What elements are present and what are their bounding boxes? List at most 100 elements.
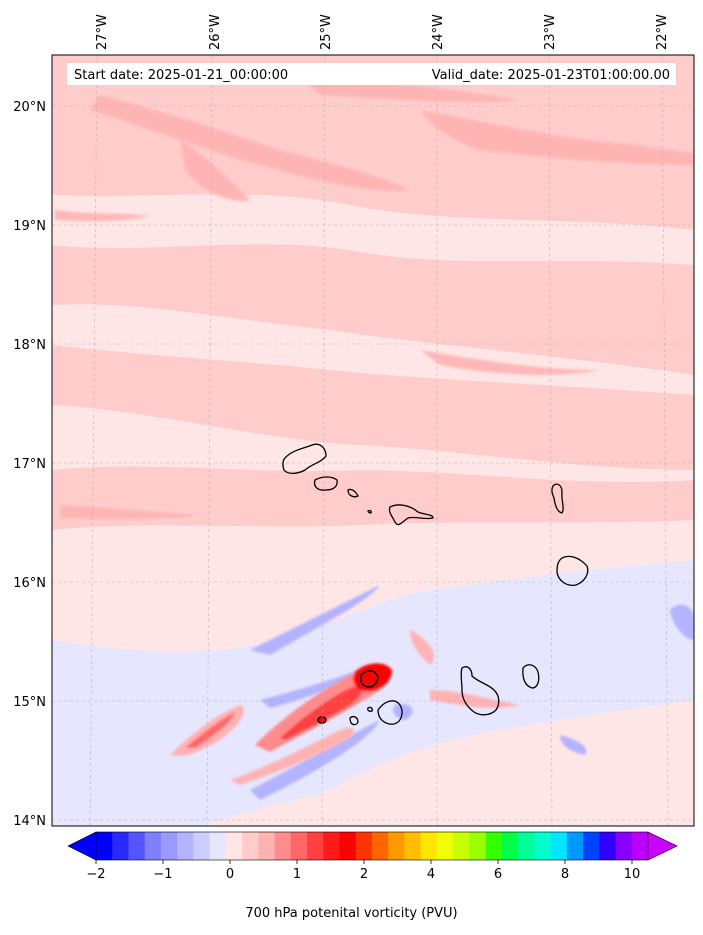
colorbar-swatch — [453, 832, 470, 860]
colorbar-swatch — [225, 832, 243, 860]
colorbar-swatch — [290, 832, 308, 860]
pv-maximum — [280, 686, 362, 740]
colorbar-swatch — [420, 832, 438, 860]
pv-streak — [90, 95, 410, 191]
colorbar-swatch — [631, 832, 649, 860]
colorbar-swatch — [96, 832, 113, 860]
colorbar-swatch — [534, 832, 552, 860]
colorbar-swatch — [258, 832, 276, 860]
island-sal — [551, 483, 564, 514]
start-date-label: Start date: 2025-01-21_00:00:00 — [74, 68, 288, 83]
colorbar-swatch — [128, 832, 146, 860]
pv-negative-streak — [560, 735, 587, 755]
plot-frame — [51, 54, 695, 827]
pv-streak — [55, 210, 150, 222]
pv-negative-streak — [250, 720, 380, 800]
lon-label: 26°W — [208, 14, 223, 50]
pv-streak — [420, 350, 600, 375]
island-sao-nicolau — [388, 504, 434, 526]
lat-label: 14°N — [13, 814, 46, 829]
colorbar-swatch — [599, 832, 617, 860]
pv-streak — [60, 505, 200, 520]
colorbar-swatch — [160, 832, 178, 860]
island-sao-vicente — [313, 476, 338, 491]
colorbar-swatch — [566, 832, 584, 860]
colorbar-swatch — [242, 832, 259, 860]
lon-label: 27°W — [95, 14, 110, 50]
island-santo-antao — [282, 443, 327, 475]
colorbar-ticks: −2 −1 0 1 2 4 6 8 10 — [86, 860, 640, 882]
island-maio — [522, 664, 540, 689]
pv-maximum — [430, 690, 520, 708]
lat-label: 15°N — [13, 695, 46, 710]
colorbar-swatch — [583, 832, 600, 860]
latitude-labels: 20°N 19°N 18°N 17°N 16°N 15°N 14°N — [13, 100, 46, 829]
longitude-labels: 27°W 26°W 25°W 24°W 23°W 22°W — [95, 14, 670, 50]
annotation-box — [67, 63, 676, 85]
pv-negative-streak — [250, 585, 380, 655]
pv-maximum — [230, 727, 355, 785]
pv-contour-max — [360, 670, 379, 688]
colorbar-tick-label: −2 — [86, 867, 105, 882]
colorbar-tick-label: 2 — [360, 867, 368, 882]
colorbar-swatch — [469, 832, 487, 860]
colorbar-swatch — [550, 832, 568, 860]
colorbar-tick-label: 6 — [494, 867, 502, 882]
lat-label: 17°N — [13, 457, 46, 472]
colorbar-extend-high — [647, 831, 678, 861]
colorbar-tick-label: −1 — [153, 867, 172, 882]
colorbar-swatch — [323, 832, 341, 860]
lon-label: 23°W — [543, 14, 558, 50]
colorbar — [67, 831, 678, 861]
colorbar-swatch — [404, 832, 422, 860]
pv-negative-streak — [670, 604, 694, 640]
island-santa-luzia — [347, 488, 359, 498]
colorbar-swatch — [436, 832, 454, 860]
colorbar-swatch — [144, 832, 162, 860]
lat-label: 18°N — [13, 338, 46, 353]
colorbar-swatch — [209, 832, 227, 860]
colorbar-extend-low — [67, 831, 97, 861]
lon-label: 25°W — [319, 14, 334, 50]
colorbar-swatch — [388, 832, 405, 860]
coastlines — [282, 443, 589, 726]
lon-label: 22°W — [655, 14, 670, 50]
colorbar-swatch — [372, 832, 389, 860]
island-santiago — [460, 666, 500, 716]
island-raso — [367, 509, 372, 514]
pv-maximum — [410, 630, 434, 665]
graticule — [52, 55, 694, 826]
lat-label: 19°N — [13, 219, 46, 234]
island-fogo — [377, 700, 403, 725]
colorbar-swatch — [355, 832, 373, 860]
pv-contour-max — [317, 716, 327, 724]
colorbar-tick-label: 0 — [226, 867, 234, 882]
lat-label: 20°N — [13, 100, 46, 115]
pv-streak — [420, 110, 694, 165]
colorbar-swatch — [307, 832, 324, 860]
valid-date-label: Valid_date: 2025-01-23T01:00:00.00 — [432, 68, 670, 83]
colorbar-swatch — [501, 832, 519, 860]
pv-streak — [180, 140, 250, 201]
colorbar-swatch — [518, 832, 535, 860]
island-boa-vista — [556, 555, 589, 586]
colorbar-tick-label: 1 — [293, 867, 301, 882]
pv-negative-streak — [260, 670, 360, 708]
colorbar-title: 700 hPa potenital vorticity (PVU) — [245, 906, 458, 921]
lon-label: 24°W — [431, 14, 446, 50]
island-islet — [367, 706, 373, 712]
colorbar-tick-label: 4 — [427, 867, 435, 882]
colorbar-swatch — [274, 832, 292, 860]
pv-negative-streak — [393, 703, 413, 720]
pv-field: Start date: 2025-01-21_00:00:00 Valid_da… — [52, 55, 694, 826]
pv-light-band — [52, 194, 694, 265]
colorbar-swatch — [193, 832, 211, 860]
colorbar-frame — [95, 831, 649, 861]
lat-label: 16°N — [13, 576, 46, 591]
island-brava — [349, 715, 359, 726]
colorbar-swatch — [339, 832, 357, 860]
colorbar-swatch — [485, 832, 503, 860]
colorbar-swatch — [177, 832, 194, 860]
colorbar-swatch — [112, 832, 129, 860]
